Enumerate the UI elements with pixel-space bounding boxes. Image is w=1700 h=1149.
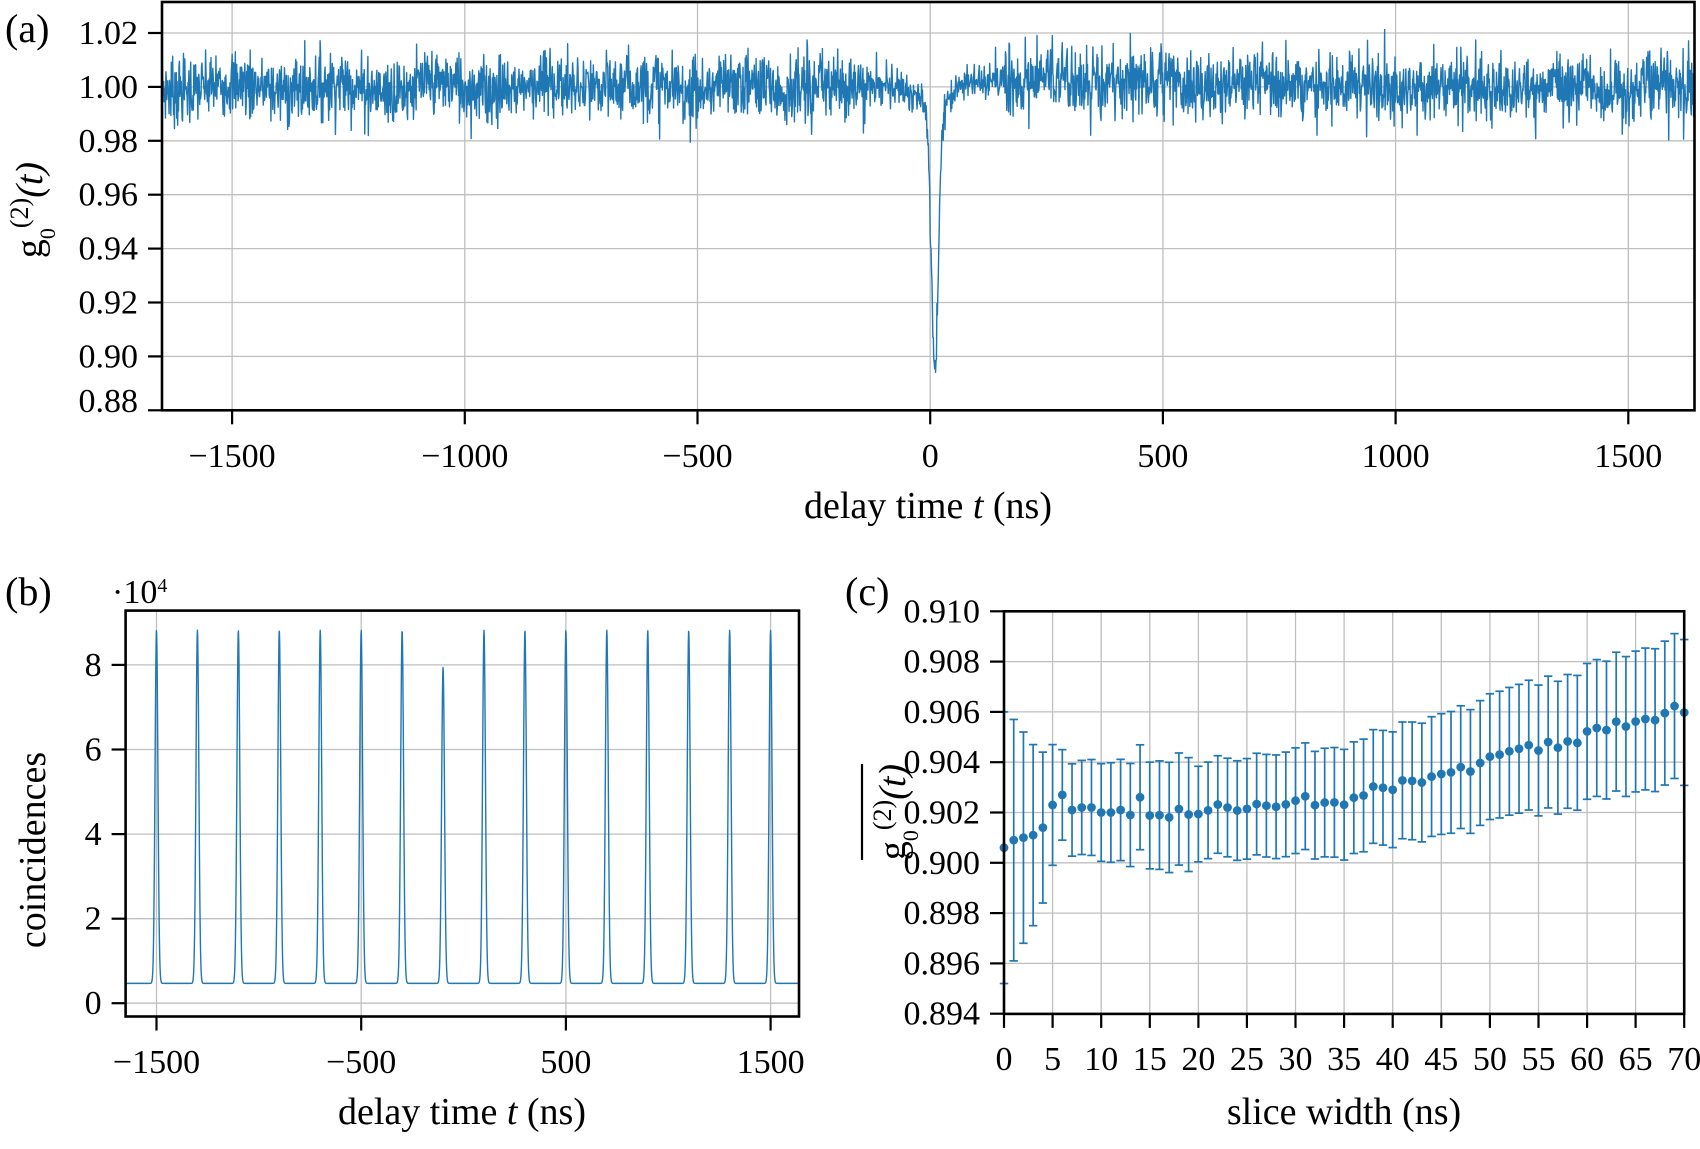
svg-text:0.90: 0.90 xyxy=(79,338,139,375)
svg-text:0.98: 0.98 xyxy=(79,123,139,160)
svg-text:5: 5 xyxy=(1044,1041,1061,1078)
svg-text:30: 30 xyxy=(1279,1041,1313,1078)
svg-text:−500: −500 xyxy=(326,1044,396,1081)
svg-text:1000: 1000 xyxy=(1362,438,1430,475)
svg-text:65: 65 xyxy=(1619,1041,1653,1078)
svg-text:10: 10 xyxy=(1084,1041,1118,1078)
svg-text:delay time t (ns): delay time t (ns) xyxy=(338,1091,586,1133)
svg-text:0.896: 0.896 xyxy=(904,945,981,982)
svg-text:0.908: 0.908 xyxy=(904,644,981,681)
svg-text:(a): (a) xyxy=(5,6,49,51)
svg-text:60: 60 xyxy=(1570,1041,1604,1078)
svg-text:0.902: 0.902 xyxy=(904,795,981,832)
svg-text:0.904: 0.904 xyxy=(904,744,981,781)
svg-text:0.906: 0.906 xyxy=(904,694,981,731)
svg-text:−1000: −1000 xyxy=(421,438,508,475)
svg-text:slice width (ns): slice width (ns) xyxy=(1227,1091,1461,1133)
svg-text:0.900: 0.900 xyxy=(904,845,981,882)
svg-text:50: 50 xyxy=(1473,1041,1507,1078)
svg-text:0.92: 0.92 xyxy=(79,285,139,322)
svg-text:40: 40 xyxy=(1376,1041,1410,1078)
svg-text:45: 45 xyxy=(1424,1041,1458,1078)
svg-text:−1500: −1500 xyxy=(189,438,276,475)
svg-text:delay time t (ns): delay time t (ns) xyxy=(804,485,1052,527)
svg-text:0.910: 0.910 xyxy=(904,593,981,630)
svg-text:4: 4 xyxy=(85,816,102,853)
svg-text:0: 0 xyxy=(996,1041,1013,1078)
svg-text:0.94: 0.94 xyxy=(79,231,139,268)
svg-text:8: 8 xyxy=(85,647,102,684)
svg-text:500: 500 xyxy=(540,1044,591,1081)
svg-text:2: 2 xyxy=(85,901,102,938)
svg-text:500: 500 xyxy=(1137,438,1188,475)
svg-text:−500: −500 xyxy=(662,438,732,475)
svg-text:−1500: −1500 xyxy=(113,1044,200,1081)
svg-text:25: 25 xyxy=(1230,1041,1264,1078)
svg-text:(b): (b) xyxy=(5,569,52,614)
svg-text:0.88: 0.88 xyxy=(79,383,139,420)
svg-text:1500: 1500 xyxy=(1594,438,1662,475)
svg-text:0: 0 xyxy=(922,438,939,475)
svg-text:1.02: 1.02 xyxy=(79,15,139,52)
svg-text:15: 15 xyxy=(1133,1041,1167,1078)
svg-text:1500: 1500 xyxy=(737,1044,805,1081)
svg-text:0.894: 0.894 xyxy=(904,996,981,1033)
svg-text:0: 0 xyxy=(85,985,102,1022)
svg-text:6: 6 xyxy=(85,732,102,769)
svg-text:1.00: 1.00 xyxy=(79,69,139,106)
svg-text:0.898: 0.898 xyxy=(904,895,981,932)
svg-text:coincidences: coincidences xyxy=(12,752,54,948)
svg-text:70: 70 xyxy=(1667,1041,1700,1078)
svg-text:55: 55 xyxy=(1522,1041,1556,1078)
svg-text:35: 35 xyxy=(1327,1041,1361,1078)
svg-text:(c): (c) xyxy=(845,569,889,614)
svg-text:0.96: 0.96 xyxy=(79,177,139,214)
svg-text:20: 20 xyxy=(1181,1041,1215,1078)
